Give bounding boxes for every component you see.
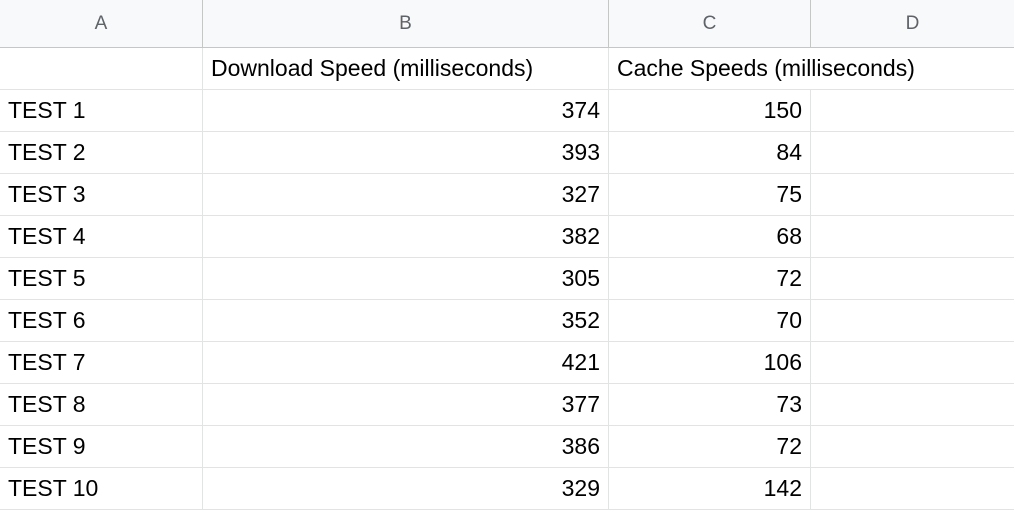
column-header-b[interactable]: B <box>203 0 609 48</box>
cell-cache-speed[interactable]: 106 <box>609 342 811 384</box>
cell-cache-speed[interactable]: 73 <box>609 384 811 426</box>
table-row: TEST 10 329 142 <box>0 468 1014 510</box>
cell-b1-download-speed-header[interactable]: Download Speed (milliseconds) <box>203 48 609 90</box>
cell-empty[interactable] <box>811 384 1014 426</box>
cell-empty[interactable] <box>811 216 1014 258</box>
cell-cache-speed[interactable]: 75 <box>609 174 811 216</box>
cell-test-label[interactable]: TEST 3 <box>0 174 203 216</box>
cell-d1[interactable] <box>811 48 1014 90</box>
cell-download-speed[interactable]: 421 <box>203 342 609 384</box>
cell-empty[interactable] <box>811 300 1014 342</box>
cell-test-label[interactable]: TEST 1 <box>0 90 203 132</box>
cell-empty[interactable] <box>811 90 1014 132</box>
cell-test-label[interactable]: TEST 10 <box>0 468 203 510</box>
cell-cache-speed[interactable]: 70 <box>609 300 811 342</box>
cell-test-label[interactable]: TEST 9 <box>0 426 203 468</box>
cache-speeds-header-text: Cache Speeds (milliseconds) <box>617 55 915 81</box>
cell-download-speed[interactable]: 374 <box>203 90 609 132</box>
cell-a1[interactable] <box>0 48 203 90</box>
table-row: TEST 7 421 106 <box>0 342 1014 384</box>
column-header-a[interactable]: A <box>0 0 203 48</box>
cell-empty[interactable] <box>811 132 1014 174</box>
cell-cache-speed[interactable]: 68 <box>609 216 811 258</box>
cell-test-label[interactable]: TEST 8 <box>0 384 203 426</box>
cell-empty[interactable] <box>811 342 1014 384</box>
table-row: TEST 3 327 75 <box>0 174 1014 216</box>
cell-test-label[interactable]: TEST 6 <box>0 300 203 342</box>
cell-empty[interactable] <box>811 468 1014 510</box>
column-header-row: A B C D <box>0 0 1014 48</box>
cell-download-speed[interactable]: 382 <box>203 216 609 258</box>
cell-cache-speed[interactable]: 150 <box>609 90 811 132</box>
cell-empty[interactable] <box>811 426 1014 468</box>
column-header-d[interactable]: D <box>811 0 1014 48</box>
cell-test-label[interactable]: TEST 4 <box>0 216 203 258</box>
table-row: TEST 9 386 72 <box>0 426 1014 468</box>
table-row: TEST 4 382 68 <box>0 216 1014 258</box>
table-row: TEST 1 374 150 <box>0 90 1014 132</box>
table-row: TEST 2 393 84 <box>0 132 1014 174</box>
cell-download-speed[interactable]: 327 <box>203 174 609 216</box>
table-row: TEST 5 305 72 <box>0 258 1014 300</box>
cell-empty[interactable] <box>811 174 1014 216</box>
cell-download-speed[interactable]: 393 <box>203 132 609 174</box>
table-row: Download Speed (milliseconds) Cache Spee… <box>0 48 1014 90</box>
cell-cache-speed[interactable]: 84 <box>609 132 811 174</box>
cell-cache-speed[interactable]: 72 <box>609 258 811 300</box>
table-row: TEST 6 352 70 <box>0 300 1014 342</box>
column-header-c[interactable]: C <box>609 0 811 48</box>
cell-download-speed[interactable]: 329 <box>203 468 609 510</box>
cell-cache-speed[interactable]: 142 <box>609 468 811 510</box>
cell-c1-cache-speeds-header[interactable]: Cache Speeds (milliseconds) <box>609 48 915 90</box>
cell-cache-speed[interactable]: 72 <box>609 426 811 468</box>
cell-download-speed[interactable]: 352 <box>203 300 609 342</box>
cell-empty[interactable] <box>811 258 1014 300</box>
cell-download-speed[interactable]: 377 <box>203 384 609 426</box>
cell-download-speed[interactable]: 386 <box>203 426 609 468</box>
cell-test-label[interactable]: TEST 7 <box>0 342 203 384</box>
cell-test-label[interactable]: TEST 2 <box>0 132 203 174</box>
table-row: TEST 8 377 73 <box>0 384 1014 426</box>
cell-download-speed[interactable]: 305 <box>203 258 609 300</box>
cell-test-label[interactable]: TEST 5 <box>0 258 203 300</box>
